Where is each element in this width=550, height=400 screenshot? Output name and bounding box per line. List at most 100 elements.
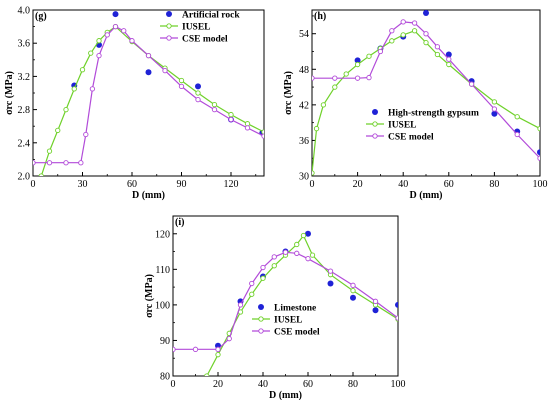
legend: High-strength gypsum IUSEL CSE model	[366, 109, 479, 143]
x-axis-title: D (mm)	[409, 190, 442, 201]
line-marker	[46, 148, 53, 154]
line-marker	[389, 28, 395, 34]
line-marker	[366, 74, 372, 81]
line-marker	[491, 106, 498, 112]
y-tick-label: 2.4	[18, 138, 31, 149]
line-marker	[215, 352, 221, 358]
legend-label: IUSEL	[274, 316, 303, 326]
x-tick-label: 60	[444, 179, 454, 190]
line-marker	[237, 302, 244, 308]
line-marker	[63, 106, 69, 113]
line-marker	[400, 19, 406, 25]
line-marker	[211, 106, 218, 113]
data-point	[423, 10, 429, 16]
series-layer	[33, 11, 264, 176]
line-marker	[354, 61, 361, 68]
line-marker	[313, 125, 320, 132]
line-marker	[46, 160, 53, 166]
line-marker	[195, 90, 201, 96]
line-marker	[468, 81, 475, 87]
panel-label: (i)	[175, 217, 184, 228]
line-marker	[312, 170, 315, 176]
line-marker	[491, 99, 498, 105]
panel-label: (g)	[35, 11, 47, 22]
line-marker	[294, 250, 300, 256]
line-marker	[305, 256, 311, 262]
x-axis-title: D (mm)	[132, 190, 165, 201]
line-marker	[249, 291, 255, 297]
line-marker	[434, 51, 441, 58]
line-marker	[400, 32, 406, 38]
legend-swatch-marker	[166, 23, 172, 29]
y-tick-label: 2.8	[18, 105, 31, 116]
line-marker	[332, 75, 338, 81]
series-line-cse-model	[33, 25, 264, 164]
line-marker	[343, 71, 349, 77]
line-marker	[129, 38, 135, 44]
line-marker	[271, 254, 277, 260]
line-marker	[83, 131, 89, 138]
legend-swatch-marker	[166, 35, 172, 41]
y-tick-label: 80	[160, 372, 170, 383]
x-tick-label: 90	[177, 179, 187, 190]
legend-label: IUSEL	[388, 121, 417, 131]
line-marker	[389, 38, 395, 44]
x-tick-label: 40	[258, 379, 268, 390]
line-marker	[537, 125, 540, 132]
data-point	[195, 83, 201, 90]
x-tick-label: 20	[353, 179, 363, 190]
line-marker	[145, 53, 152, 59]
line-marker	[211, 101, 218, 108]
data-point	[395, 301, 398, 308]
line-marker	[244, 125, 251, 131]
panel-label: (h)	[314, 11, 326, 22]
data-point	[112, 11, 119, 18]
y-axis-title: σrc (MPa)	[144, 274, 155, 318]
legend-swatch-scatter	[372, 109, 378, 115]
line-marker	[377, 48, 384, 55]
line-marker	[537, 155, 540, 161]
y-tick-label: 4.0	[18, 6, 31, 17]
line-marker	[271, 263, 277, 269]
line-marker	[88, 50, 94, 56]
y-tick-label: 120	[155, 229, 170, 240]
line-marker	[446, 61, 452, 68]
line-marker	[104, 32, 110, 38]
series-line-iusel	[312, 30, 540, 174]
x-tick-label: 80	[348, 379, 358, 390]
legend-swatch-marker	[258, 316, 264, 322]
line-marker	[192, 346, 199, 352]
legend: Limestone IUSEL CSE model	[252, 304, 320, 338]
y-axis-title: σrc (MPa)	[4, 71, 15, 115]
y-axis-title: σrc (MPa)	[283, 71, 294, 115]
line-marker	[350, 288, 356, 294]
y-tick-label: 3.2	[18, 72, 31, 83]
line-marker	[350, 282, 356, 288]
x-tick-label: 40	[398, 179, 408, 190]
data-point	[350, 294, 356, 301]
line-marker	[96, 53, 102, 59]
series-line-iusel	[40, 25, 264, 176]
x-tick-label: 100	[533, 179, 548, 190]
x-tick-label: 60	[303, 379, 313, 390]
legend-label: CSE model	[274, 328, 320, 338]
line-marker	[38, 173, 44, 176]
legend-label: CSE model	[182, 35, 228, 45]
legend-label: High-strength gypsum	[388, 109, 479, 119]
legend-swatch-marker	[372, 121, 378, 127]
line-marker	[366, 53, 372, 59]
x-tick-label: 100	[391, 379, 406, 390]
line-marker	[514, 131, 520, 138]
data-point	[145, 69, 152, 76]
line-marker	[71, 86, 77, 92]
y-tick-label: 110	[155, 265, 170, 276]
line-marker	[514, 114, 520, 120]
line-marker	[89, 86, 96, 92]
line-marker	[112, 23, 119, 30]
line-marker	[55, 127, 61, 134]
line-marker	[228, 111, 234, 118]
line-marker	[96, 38, 102, 44]
legend-swatch-marker	[258, 328, 264, 334]
line-marker	[79, 67, 86, 73]
chart-panel-h: 0 20 40 60 80 100 30 36 42 48 54 (h) D (mm) σrc (MPa)…	[283, 9, 548, 201]
